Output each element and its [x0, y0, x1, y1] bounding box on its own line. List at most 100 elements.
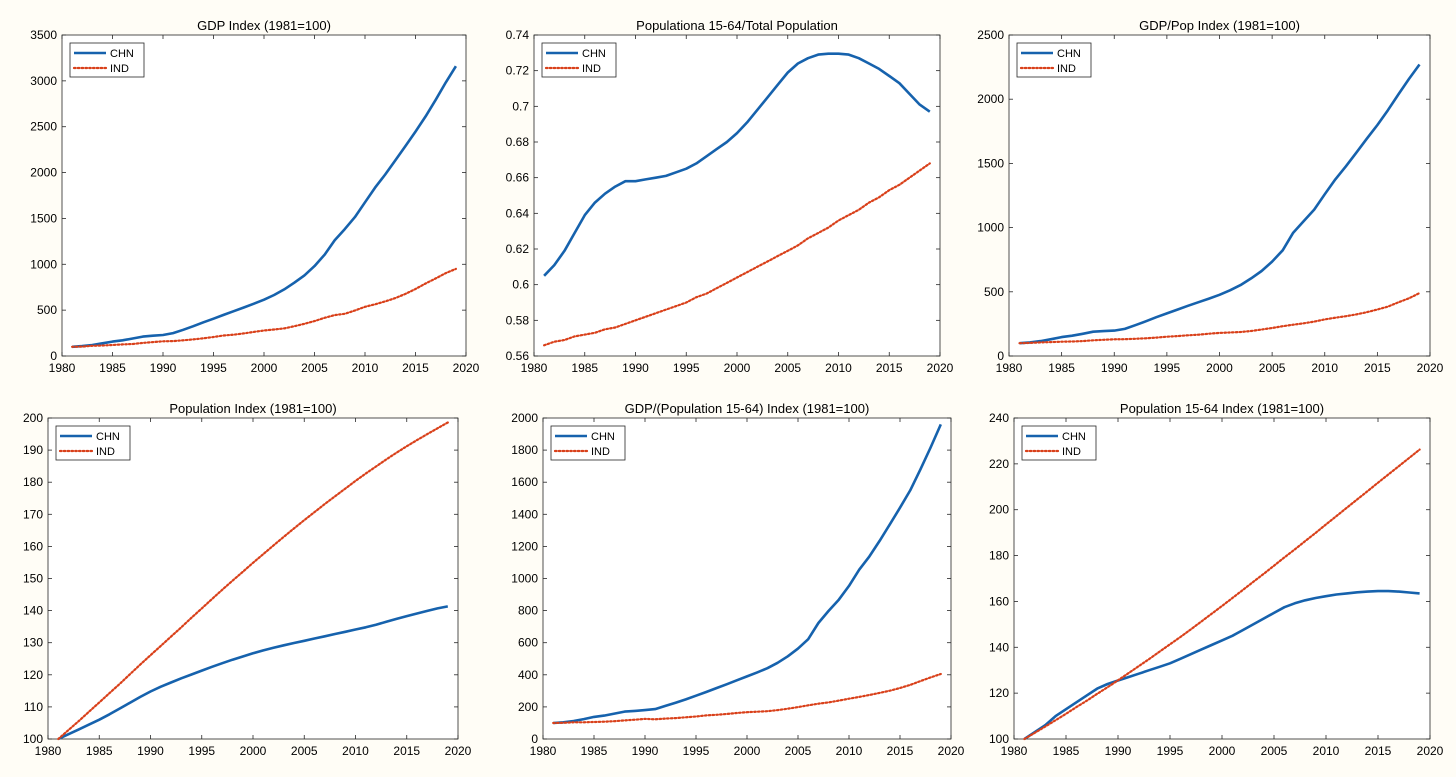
series-line-ind: [1023, 448, 1421, 741]
x-tick-label: 1980: [521, 361, 548, 375]
y-tick-label: 1500: [30, 211, 57, 225]
y-tick-label: 180: [989, 549, 1009, 563]
y-tick-label: 1500: [977, 156, 1004, 170]
y-tick-label: 200: [23, 411, 43, 425]
legend: CHN IND: [550, 425, 626, 461]
x-tick-label: 1980: [49, 361, 76, 375]
y-tick-label: 500: [37, 303, 57, 317]
y-tick-label: 0.72: [506, 64, 530, 78]
chart-title: Population 15-64 Index (1981=100): [1120, 401, 1324, 416]
legend-label: CHN: [1062, 431, 1086, 443]
y-tick-label: 0.64: [506, 206, 530, 220]
chart-panel-1: GDP Index (1981=100) 1980 1985 1990 1995 2000…: [30, 18, 479, 375]
x-tick-label: 2005: [301, 361, 328, 375]
plot-area: [1013, 417, 1431, 740]
y-tick-label: 0.7: [512, 99, 529, 113]
x-tick-label: 2020: [453, 361, 480, 375]
y-tick-label: 1000: [30, 257, 57, 271]
y-tick-label: 190: [23, 443, 43, 457]
chart-panel-4: Population Index (1981=100) 1980 1985 1990 1…: [23, 401, 472, 758]
x-tick-label: 1995: [683, 744, 710, 758]
x-tick-label: 1990: [622, 361, 649, 375]
legend-label: CHN: [96, 431, 120, 443]
x-tick-label: 2005: [1261, 744, 1288, 758]
legend-box: [55, 425, 131, 461]
x-tick-label: 1995: [188, 744, 215, 758]
y-tick-label: 140: [23, 604, 43, 618]
y-tick-label: 1600: [511, 475, 538, 489]
legend-box: [550, 425, 626, 461]
plot-area: [1008, 34, 1431, 357]
x-tick-label: 1990: [150, 361, 177, 375]
legend-label: CHN: [110, 48, 134, 60]
x-tick-label: 2010: [1313, 744, 1340, 758]
x-tick-label: 2020: [1417, 361, 1444, 375]
x-tick-label: 2020: [938, 744, 965, 758]
x-tick-label: 2000: [1209, 744, 1236, 758]
plot-area: [47, 417, 459, 740]
x-tick-label: 2020: [927, 361, 954, 375]
series-line-ind: [543, 162, 931, 347]
legend-label: IND: [582, 63, 601, 75]
x-tick-label: 2015: [1364, 361, 1391, 375]
x-tick-label: 1990: [1101, 361, 1128, 375]
y-tick-label: 0: [997, 349, 1004, 363]
y-tick-label: 0.68: [506, 135, 530, 149]
x-tick-label: 1980: [530, 744, 557, 758]
y-tick-label: 120: [989, 686, 1009, 700]
legend: CHN IND: [55, 425, 131, 461]
chart-panel-5: GDP/(Population 15-64) Index (1981=100) 1…: [511, 401, 964, 758]
y-tick-label: 2000: [511, 411, 538, 425]
x-tick-label: 1985: [1048, 361, 1075, 375]
x-tick-label: 1995: [200, 361, 227, 375]
chart-title: GDP/(Population 15-64) Index (1981=100): [625, 401, 870, 416]
series-line-chn: [1019, 63, 1421, 345]
y-tick-label: 2500: [977, 28, 1004, 42]
y-tick-label: 1000: [511, 572, 538, 586]
y-tick-label: 0: [531, 732, 538, 746]
series-line-chn: [553, 423, 942, 725]
chart-panel-2: Populationa 15-64/Total Population 1980 19…: [506, 18, 954, 375]
y-tick-label: 3500: [30, 28, 57, 42]
y-tick-label: 200: [989, 503, 1009, 517]
y-tick-label: 120: [23, 668, 43, 682]
y-tick-label: 3000: [30, 74, 57, 88]
x-tick-label: 2000: [1206, 361, 1233, 375]
x-tick-label: 1990: [137, 744, 164, 758]
chart-panel-3: GDP/Pop Index (1981=100) 1980 1985 1990 1995…: [977, 18, 1443, 375]
y-tick-label: 100: [989, 732, 1009, 746]
y-tick-label: 180: [23, 475, 43, 489]
y-tick-label: 110: [24, 700, 43, 714]
x-tick-label: 1985: [571, 361, 598, 375]
legend: CHN IND: [541, 42, 617, 78]
legend-box: [1021, 425, 1097, 461]
legend-label: IND: [591, 446, 610, 458]
x-tick-label: 2005: [774, 361, 801, 375]
legend-label: IND: [110, 63, 129, 75]
chart-title: GDP Index (1981=100): [197, 18, 331, 33]
x-tick-label: 2015: [876, 361, 903, 375]
x-tick-label: 2020: [1417, 744, 1444, 758]
x-tick-label: 2010: [836, 744, 863, 758]
legend-label: CHN: [1057, 48, 1081, 60]
y-tick-label: 140: [989, 640, 1009, 654]
y-tick-label: 160: [23, 539, 43, 553]
x-tick-label: 2000: [724, 361, 751, 375]
x-tick-label: 2015: [887, 744, 914, 758]
series-line-chn: [1023, 589, 1420, 741]
x-tick-label: 1985: [581, 744, 608, 758]
y-tick-label: 0.56: [506, 349, 530, 363]
x-tick-label: 1995: [1154, 361, 1181, 375]
chart-panel-6: Population 15-64 Index (1981=100) 1980 198…: [989, 401, 1444, 758]
y-tick-label: 500: [984, 285, 1004, 299]
plot-area: [542, 417, 952, 740]
legend: CHN IND: [1016, 42, 1092, 78]
x-tick-label: 2010: [342, 744, 369, 758]
legend: CHN IND: [1021, 425, 1097, 461]
x-tick-label: 2015: [1365, 744, 1392, 758]
series-line-ind: [57, 421, 449, 741]
series-line-chn: [57, 605, 449, 741]
legend-box: [1016, 42, 1092, 78]
chart-title: GDP/Pop Index (1981=100): [1139, 18, 1300, 33]
y-tick-label: 0.58: [506, 313, 530, 327]
